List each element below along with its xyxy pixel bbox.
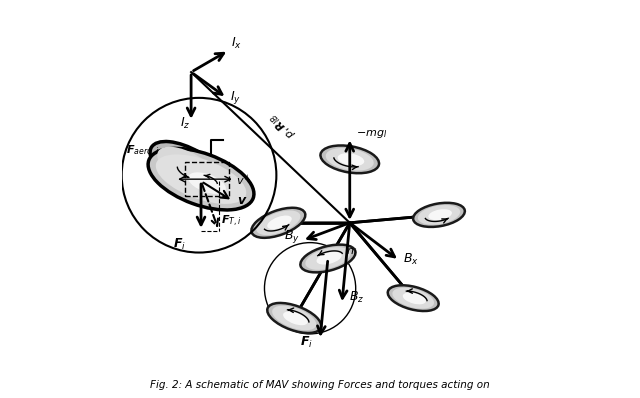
Ellipse shape [300, 245, 355, 272]
Text: $p, \boldsymbol{R}_{IB}$: $p, \boldsymbol{R}_{IB}$ [266, 110, 298, 142]
Ellipse shape [413, 203, 465, 227]
Text: $B_x$: $B_x$ [403, 252, 419, 267]
Ellipse shape [305, 247, 351, 270]
Ellipse shape [188, 172, 226, 194]
Ellipse shape [337, 153, 364, 166]
Text: $\boldsymbol{F}_{aero,i}$: $\boldsymbol{F}_{aero,i}$ [125, 144, 159, 159]
Ellipse shape [156, 154, 246, 204]
Text: $I_z$: $I_z$ [180, 115, 191, 131]
Text: $B_z$: $B_z$ [349, 290, 364, 305]
Text: $\boldsymbol{F}_{T,i}$: $\boldsymbol{F}_{T,i}$ [221, 214, 241, 229]
Ellipse shape [272, 306, 316, 330]
Text: $\boldsymbol{v}$: $\boldsymbol{v}$ [237, 195, 247, 207]
Text: $I_x$: $I_x$ [231, 36, 242, 51]
Ellipse shape [283, 312, 308, 325]
Ellipse shape [418, 205, 460, 225]
Ellipse shape [268, 303, 321, 333]
Ellipse shape [268, 216, 292, 229]
Text: $-mg_I$: $-mg_I$ [356, 127, 387, 140]
Ellipse shape [252, 208, 305, 238]
Text: $B_y$: $B_y$ [284, 228, 300, 245]
Ellipse shape [317, 252, 342, 265]
Ellipse shape [157, 147, 221, 192]
Text: Fig. 2: A schematic of MAV showing Forces and torques acting on: Fig. 2: A schematic of MAV showing Force… [150, 380, 490, 390]
Ellipse shape [148, 148, 254, 210]
Text: $n_i$: $n_i$ [346, 246, 357, 258]
Ellipse shape [388, 285, 438, 311]
Ellipse shape [392, 288, 434, 309]
Ellipse shape [321, 145, 379, 173]
Ellipse shape [326, 148, 374, 171]
Text: $\boldsymbol{F}_i$: $\boldsymbol{F}_i$ [300, 335, 313, 350]
Ellipse shape [428, 209, 452, 220]
Ellipse shape [256, 211, 300, 235]
Text: $I_y$: $I_y$ [230, 89, 241, 106]
Bar [185, 162, 228, 196]
Text: $\boldsymbol{F}_i$: $\boldsymbol{F}_i$ [173, 237, 186, 252]
Ellipse shape [150, 142, 228, 197]
Text: $v^\perp$: $v^\perp$ [236, 173, 251, 187]
Ellipse shape [403, 293, 426, 304]
